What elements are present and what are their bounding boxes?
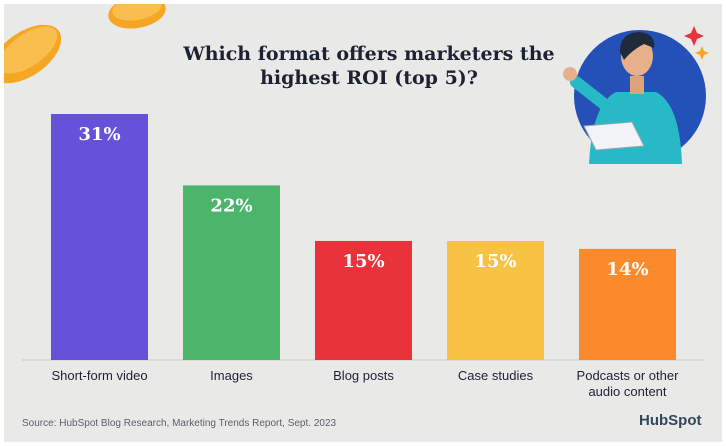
bar-3 — [447, 240, 544, 360]
category-label-2: Blog posts — [333, 368, 394, 383]
category-label-4: Podcasts or other — [577, 368, 680, 383]
presenter-illustration — [563, 26, 709, 164]
bar-0 — [51, 114, 148, 360]
category-label-4: audio content — [588, 384, 666, 399]
bar-series: 31% Short-form video 22% Images 15% Blog post… — [51, 114, 679, 399]
hubspot-logo: HubSpot — [639, 412, 702, 429]
category-label-0: Short-form video — [51, 368, 147, 383]
chart-title-line: highest ROI (top 5)? — [260, 67, 478, 89]
coin-illustration-top — [108, 4, 166, 29]
chart-canvas: 31% Short-form video 22% Images 15% Blog post… — [4, 4, 709, 399]
chart-card: 31% Short-form video 22% Images 15% Blog post… — [4, 4, 722, 442]
data-label-0: 31% — [78, 124, 120, 145]
source-note: Source: HubSpot Blog Research, Marketing… — [22, 418, 337, 429]
category-label-3: Case studies — [458, 368, 534, 383]
data-label-2: 15% — [342, 251, 384, 272]
chart-title: Which format offers marketers the highes… — [179, 42, 559, 90]
bar-2 — [315, 240, 412, 360]
data-label-3: 15% — [474, 251, 516, 272]
chart-title-line: Which format offers marketers the — [183, 43, 555, 65]
data-label-1: 22% — [210, 195, 252, 216]
data-label-4: 14% — [606, 259, 648, 280]
coin-illustration-left — [4, 24, 62, 84]
category-label-1: Images — [210, 368, 253, 383]
bar-1 — [183, 185, 280, 360]
bar-4 — [579, 248, 676, 360]
